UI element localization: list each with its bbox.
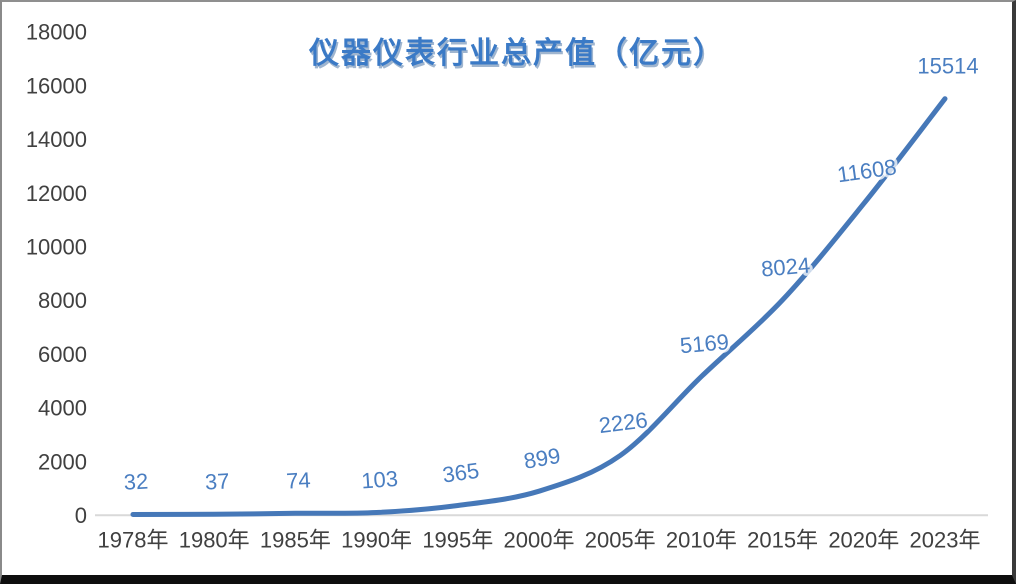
data-label: 15514 — [917, 53, 978, 78]
y-tick-label: 12000 — [26, 181, 87, 206]
x-tick-label: 1980年 — [179, 528, 250, 553]
x-tick-label: 2005年 — [585, 528, 656, 553]
y-tick-label: 10000 — [26, 235, 87, 260]
data-label: 37 — [204, 468, 230, 494]
y-tick-label: 18000 — [26, 20, 87, 45]
y-tick-label: 2000 — [38, 449, 87, 474]
x-tick-label: 2010年 — [666, 528, 737, 553]
x-tick-label: 2023年 — [910, 528, 981, 553]
series-line — [130, 96, 948, 517]
chart-title: 仪器仪表行业总产值（亿元） — [309, 37, 725, 70]
x-tick-label: 2000年 — [504, 528, 575, 553]
y-tick-label: 0 — [75, 503, 87, 528]
x-tick-label: 1995年 — [422, 528, 493, 553]
x-tick-label: 2020年 — [828, 528, 899, 553]
data-label: 32 — [123, 469, 149, 495]
y-tick-label: 6000 — [38, 342, 87, 367]
x-tick-label: 2015年 — [747, 528, 818, 553]
y-tick-label: 4000 — [38, 396, 87, 421]
data-label: 11608 — [836, 154, 898, 187]
chart-canvas: 仪器仪表行业总产值（亿元） 0 2000 4000 6000 8000 10000 1200… — [2, 2, 1012, 575]
data-label: 103 — [360, 466, 398, 494]
data-label: 2226 — [597, 407, 649, 438]
data-label: 5169 — [679, 329, 730, 358]
y-tick-label: 16000 — [26, 73, 87, 98]
x-tick-label: 1985年 — [260, 528, 331, 553]
data-label: 74 — [286, 467, 312, 493]
x-tick-label: 1978年 — [98, 528, 169, 553]
data-label: 8024 — [760, 252, 811, 281]
y-tick-label: 14000 — [26, 127, 87, 152]
chart-svg: 0 2000 4000 6000 8000 10000 12000 14000 16000 180… — [26, 20, 988, 553]
y-tick-label: 8000 — [38, 288, 87, 313]
x-tick-label: 1990年 — [341, 528, 412, 553]
data-label: 899 — [522, 443, 563, 474]
data-label: 365 — [441, 458, 481, 488]
